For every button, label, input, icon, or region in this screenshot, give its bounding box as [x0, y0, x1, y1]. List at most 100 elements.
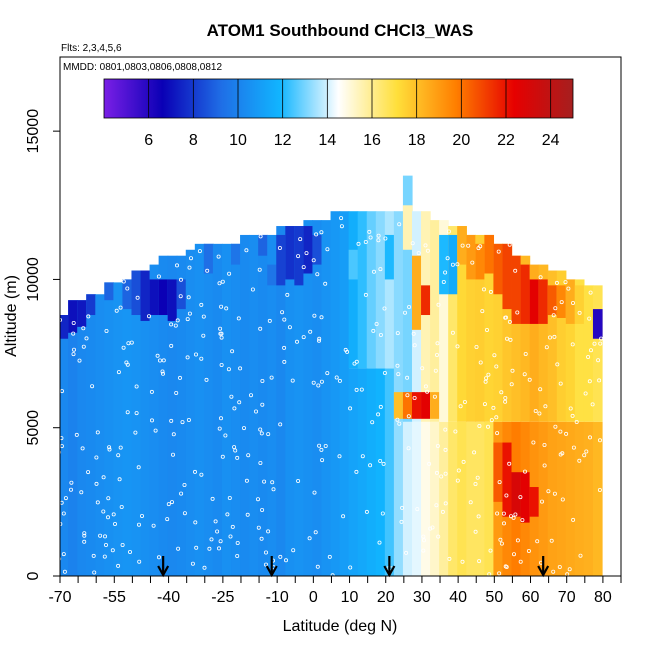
sample-point	[348, 406, 353, 411]
heatmap-cell	[475, 421, 485, 576]
sample-point	[395, 331, 400, 336]
heatmap-cell	[547, 421, 558, 576]
sample-point	[577, 310, 582, 315]
sample-point	[376, 238, 381, 243]
sample-point	[325, 371, 330, 376]
heatmap-cell	[158, 279, 169, 316]
heatmap-cell	[592, 421, 603, 576]
sample-point	[407, 304, 412, 309]
sample-point	[341, 514, 346, 519]
sample-point	[235, 455, 240, 460]
sample-point	[515, 538, 520, 543]
y-tick-label: 10000	[25, 257, 42, 302]
sample-point	[301, 265, 306, 270]
heatmap-cell	[475, 234, 485, 422]
sample-point	[554, 280, 559, 285]
sample-point	[116, 563, 121, 568]
sample-point	[136, 522, 141, 527]
x-tick-label: -70	[48, 589, 71, 606]
sample-point	[473, 529, 478, 534]
sample-point	[258, 427, 263, 432]
heatmap-cell	[511, 255, 522, 324]
sample-point	[278, 422, 283, 427]
sample-point	[258, 234, 263, 239]
sample-point	[560, 497, 565, 502]
sample-point	[250, 287, 255, 292]
heatmap-cell	[538, 264, 549, 422]
sample-point	[503, 564, 508, 569]
sample-point	[119, 504, 124, 509]
sample-point	[201, 333, 206, 338]
sample-point	[588, 435, 593, 440]
sample-point	[213, 519, 218, 524]
sample-point	[460, 243, 465, 248]
sample-point	[509, 382, 514, 387]
sample-point	[63, 496, 68, 501]
sample-point	[475, 475, 480, 480]
sample-point	[425, 389, 430, 394]
sample-point	[245, 512, 250, 517]
sample-point	[92, 570, 97, 575]
sample-point	[71, 331, 76, 336]
sample-point	[237, 400, 242, 405]
sample-point	[325, 247, 330, 252]
sample-point	[151, 523, 156, 528]
sample-point	[427, 461, 432, 466]
sample-point	[271, 487, 276, 492]
sample-point	[125, 410, 130, 415]
sample-point	[193, 520, 198, 525]
sample-point	[235, 541, 240, 546]
sample-point	[133, 430, 138, 435]
heatmap-cell	[303, 220, 314, 576]
colorbar-tick-label: 20	[452, 132, 470, 149]
sample-point	[434, 503, 439, 508]
sample-point	[574, 419, 579, 424]
sample-point	[194, 545, 199, 550]
sample-point	[416, 251, 421, 256]
sample-point	[412, 343, 417, 348]
sample-point	[436, 302, 441, 307]
sample-point	[483, 379, 488, 384]
sample-point	[311, 380, 316, 385]
sample-point	[542, 442, 547, 447]
sample-point	[235, 554, 240, 559]
sample-point	[557, 565, 562, 570]
sample-point	[215, 529, 220, 534]
sample-point	[81, 326, 86, 331]
sample-point	[256, 525, 261, 530]
sample-point	[447, 556, 452, 561]
sample-point	[69, 487, 74, 492]
sample-point	[501, 511, 506, 516]
colorbar	[103, 78, 574, 119]
sample-point	[267, 318, 272, 323]
heatmap-cell	[339, 211, 350, 576]
sample-point	[171, 432, 176, 437]
sample-point	[137, 559, 142, 564]
sample-point	[364, 509, 369, 514]
heatmap-cell	[402, 421, 413, 576]
heatmap-cell	[384, 211, 395, 369]
sample-point	[582, 453, 587, 458]
heatmap-cell	[258, 234, 268, 256]
sample-point	[107, 447, 112, 452]
sample-point	[440, 509, 445, 514]
sample-point	[590, 402, 595, 407]
sample-point	[308, 329, 313, 334]
sample-point	[421, 534, 426, 539]
sample-point	[578, 553, 583, 558]
heatmap-cell	[267, 264, 277, 286]
heatmap-cell	[511, 255, 522, 422]
heatmap-cell	[276, 234, 286, 286]
sample-point	[354, 359, 359, 364]
sample-point	[60, 450, 62, 454]
sample-point	[527, 377, 532, 382]
sample-point	[540, 499, 545, 504]
sample-point	[337, 454, 342, 459]
sample-point	[374, 321, 379, 326]
sample-point	[270, 480, 275, 485]
sample-point	[114, 308, 119, 313]
heatmap-cell	[574, 279, 585, 422]
sample-point	[282, 359, 287, 364]
heatmap-cell	[583, 285, 594, 422]
sample-point	[481, 287, 486, 292]
